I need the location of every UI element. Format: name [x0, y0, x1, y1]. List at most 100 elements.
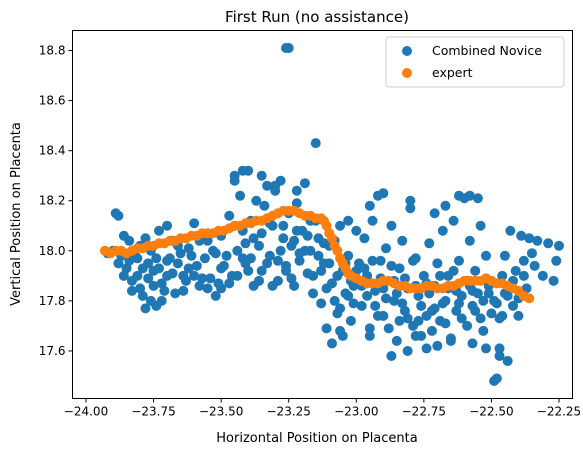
point-combined-novice	[237, 253, 248, 264]
y-tick-label: 18.4	[39, 144, 66, 158]
y-tick-label: 18.0	[39, 244, 66, 258]
point-combined-novice	[210, 248, 221, 259]
point-combined-novice	[405, 195, 416, 206]
point-combined-novice	[126, 285, 137, 296]
x-tick-label: −24.00	[64, 405, 108, 419]
point-combined-novice	[343, 250, 354, 261]
point-combined-novice	[464, 190, 475, 201]
point-combined-novice	[453, 190, 464, 201]
point-combined-novice	[281, 265, 292, 276]
point-combined-novice	[364, 323, 375, 334]
point-combined-novice	[172, 258, 183, 269]
point-combined-novice	[186, 250, 197, 261]
point-combined-novice	[178, 285, 189, 296]
legend-marker-expert	[402, 68, 412, 78]
point-combined-novice	[302, 230, 313, 241]
point-combined-novice	[532, 235, 543, 246]
point-combined-novice	[321, 283, 332, 294]
point-combined-novice	[399, 305, 410, 316]
y-tick-label: 17.8	[39, 294, 66, 308]
point-combined-novice	[399, 273, 410, 284]
point-combined-novice	[370, 300, 381, 311]
point-combined-novice	[151, 253, 162, 264]
point-combined-novice	[343, 215, 354, 226]
point-combined-novice	[364, 200, 375, 211]
point-combined-novice	[397, 235, 408, 246]
point-combined-novice	[481, 343, 492, 354]
point-combined-novice	[251, 195, 262, 206]
point-combined-novice	[453, 298, 464, 309]
x-tick-label: −23.50	[199, 405, 243, 419]
point-combined-novice	[313, 250, 324, 261]
x-tick-label: −23.75	[131, 405, 175, 419]
point-combined-novice	[429, 208, 440, 219]
point-combined-novice	[391, 288, 402, 299]
point-combined-novice	[224, 278, 235, 289]
point-combined-novice	[316, 298, 327, 309]
point-combined-novice	[232, 245, 243, 256]
point-combined-novice	[299, 245, 310, 256]
point-combined-novice	[199, 253, 210, 264]
point-combined-novice	[413, 315, 424, 326]
point-combined-novice	[456, 290, 467, 301]
point-combined-novice	[191, 260, 202, 271]
point-combined-novice	[272, 255, 283, 266]
x-tick-label: −23.25	[267, 405, 311, 419]
legend-box	[385, 36, 565, 88]
point-combined-novice	[289, 280, 300, 291]
point-combined-novice	[218, 260, 229, 271]
point-combined-novice	[524, 233, 535, 244]
point-expert	[524, 293, 535, 304]
point-combined-novice	[386, 350, 397, 361]
point-combined-novice	[367, 215, 378, 226]
y-tick-label: 17.6	[39, 344, 66, 358]
point-combined-novice	[351, 225, 362, 236]
point-combined-novice	[113, 258, 124, 269]
point-combined-novice	[156, 278, 167, 289]
point-combined-novice	[494, 343, 505, 354]
point-combined-novice	[221, 250, 232, 261]
point-combined-novice	[551, 255, 562, 266]
legend-label-combined-novice: Combined Novice	[432, 43, 542, 58]
y-tick-label: 18.8	[39, 44, 66, 58]
point-combined-novice	[183, 243, 194, 254]
point-combined-novice	[402, 313, 413, 324]
point-combined-novice	[467, 285, 478, 296]
point-combined-novice	[478, 325, 489, 336]
x-axis: −24.00 −23.75 −23.50 −23.25 −23.00 −22.75 −22.…	[64, 398, 581, 419]
point-combined-novice	[435, 270, 446, 281]
point-combined-novice	[548, 275, 559, 286]
point-expert	[321, 220, 332, 231]
legend-marker-combined-novice	[402, 46, 412, 56]
x-tick-label: −22.50	[469, 405, 513, 419]
point-combined-novice	[335, 220, 346, 231]
point-combined-novice	[240, 238, 251, 249]
point-combined-novice	[364, 330, 375, 341]
point-combined-novice	[164, 253, 175, 264]
point-combined-novice	[397, 298, 408, 309]
point-combined-novice	[529, 260, 540, 271]
point-combined-novice	[518, 255, 529, 266]
point-combined-novice	[253, 240, 264, 251]
point-combined-novice	[310, 138, 321, 149]
point-combined-novice	[437, 298, 448, 309]
point-combined-novice	[335, 303, 346, 314]
point-combined-novice	[481, 250, 492, 261]
y-tick-label: 18.6	[39, 94, 66, 108]
point-combined-novice	[216, 283, 227, 294]
point-expert	[332, 245, 343, 256]
point-combined-novice	[329, 295, 340, 306]
point-combined-novice	[499, 250, 510, 261]
point-combined-novice	[518, 270, 529, 281]
point-combined-novice	[224, 210, 235, 221]
point-combined-novice	[432, 258, 443, 269]
point-combined-novice	[124, 255, 135, 266]
plot-frame	[72, 30, 573, 399]
point-combined-novice	[405, 203, 416, 214]
point-combined-novice	[135, 283, 146, 294]
point-combined-novice	[345, 315, 356, 326]
point-combined-novice	[453, 255, 464, 266]
y-axis-label: Vertical Position on Placenta	[9, 122, 24, 306]
point-combined-novice	[537, 270, 548, 281]
point-combined-novice	[356, 300, 367, 311]
